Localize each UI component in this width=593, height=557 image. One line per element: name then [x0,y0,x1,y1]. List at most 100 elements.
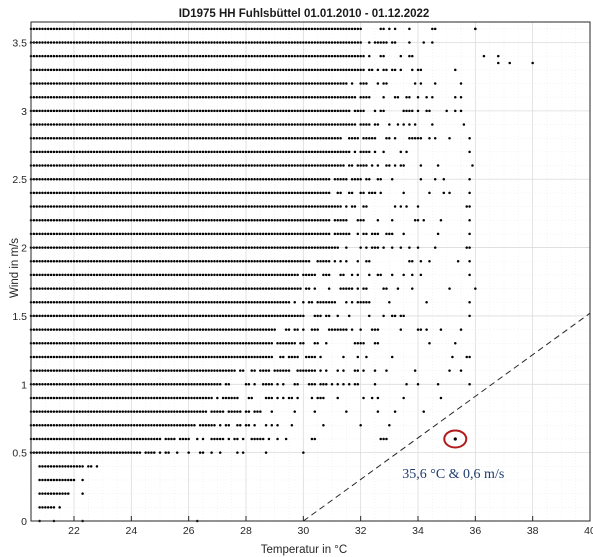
x-tick-label: 40 [584,525,593,537]
data-point [196,205,199,208]
data-point [184,383,188,386]
data-point [216,68,219,72]
data-point [141,437,145,441]
data-point [173,164,176,167]
data-point [264,246,268,249]
data-point [236,232,239,236]
data-point [167,218,170,222]
data-point [316,342,319,345]
data-point [207,232,210,236]
data-point [193,259,196,263]
data-point [256,355,259,359]
data-point [138,287,142,290]
data-point [150,136,153,140]
data-point [336,383,339,386]
data-point [175,369,179,372]
data-point [104,342,107,345]
data-point [141,54,145,58]
data-point [193,54,196,58]
data-point [58,314,61,318]
data-point [327,259,331,263]
data-point [201,177,205,181]
data-point [216,287,219,290]
data-point [155,410,159,413]
data-point [135,68,139,72]
data-point [132,41,136,44]
data-point [382,246,385,249]
data-point [287,164,291,167]
data-point [112,95,116,99]
data-point [52,478,56,482]
data-point [256,191,259,195]
data-point [204,246,208,249]
data-point [236,109,239,113]
data-point [207,342,210,345]
data-point [336,123,339,126]
data-point [92,451,96,454]
data-point [130,150,133,154]
data-point [198,232,202,236]
data-point [253,246,256,249]
data-point [267,355,271,359]
data-point [293,342,296,345]
data-point [95,41,99,44]
data-point [170,424,173,427]
data-point [138,177,142,181]
data-point [198,369,202,372]
data-point [49,383,53,386]
data-point [135,109,139,113]
data-point [58,205,61,208]
data-point [107,27,110,31]
data-point [81,205,84,208]
data-point [167,41,170,44]
data-point [38,191,41,195]
data-point [273,41,276,44]
data-point [259,273,262,277]
data-point [110,342,113,345]
data-point [241,218,245,222]
data-point [422,41,425,44]
data-point [296,136,299,140]
data-point [55,218,59,222]
data-point [244,68,248,72]
data-point [95,82,99,85]
data-point [356,355,360,359]
data-point [216,437,219,441]
data-point [132,314,136,318]
data-point [282,136,285,140]
data-point [112,150,116,154]
data-point [46,506,50,509]
data-point [468,301,471,304]
data-point [279,82,282,85]
data-point [224,328,228,331]
data-point [153,273,156,277]
data-point [247,54,251,58]
data-point [144,136,147,140]
data-point [52,205,56,208]
data-point [325,136,328,140]
data-point [313,177,317,181]
y-axis-label: Wind in m/s [9,238,21,298]
data-point [270,218,274,222]
data-point [316,301,319,304]
data-point [38,301,41,304]
data-point [218,54,222,58]
data-point [121,383,124,386]
data-point [138,109,142,113]
data-point [201,328,205,331]
data-point [35,451,38,454]
data-point [207,177,210,181]
data-point [112,218,116,222]
data-point [75,259,79,263]
data-point [356,287,360,290]
data-point [38,54,41,58]
data-point [41,342,44,345]
data-point [239,164,242,167]
data-point [239,328,242,331]
data-point [127,246,130,249]
data-point [38,287,41,290]
data-point [322,273,325,277]
data-point [247,191,251,195]
data-point [38,150,41,154]
data-point [161,136,165,140]
